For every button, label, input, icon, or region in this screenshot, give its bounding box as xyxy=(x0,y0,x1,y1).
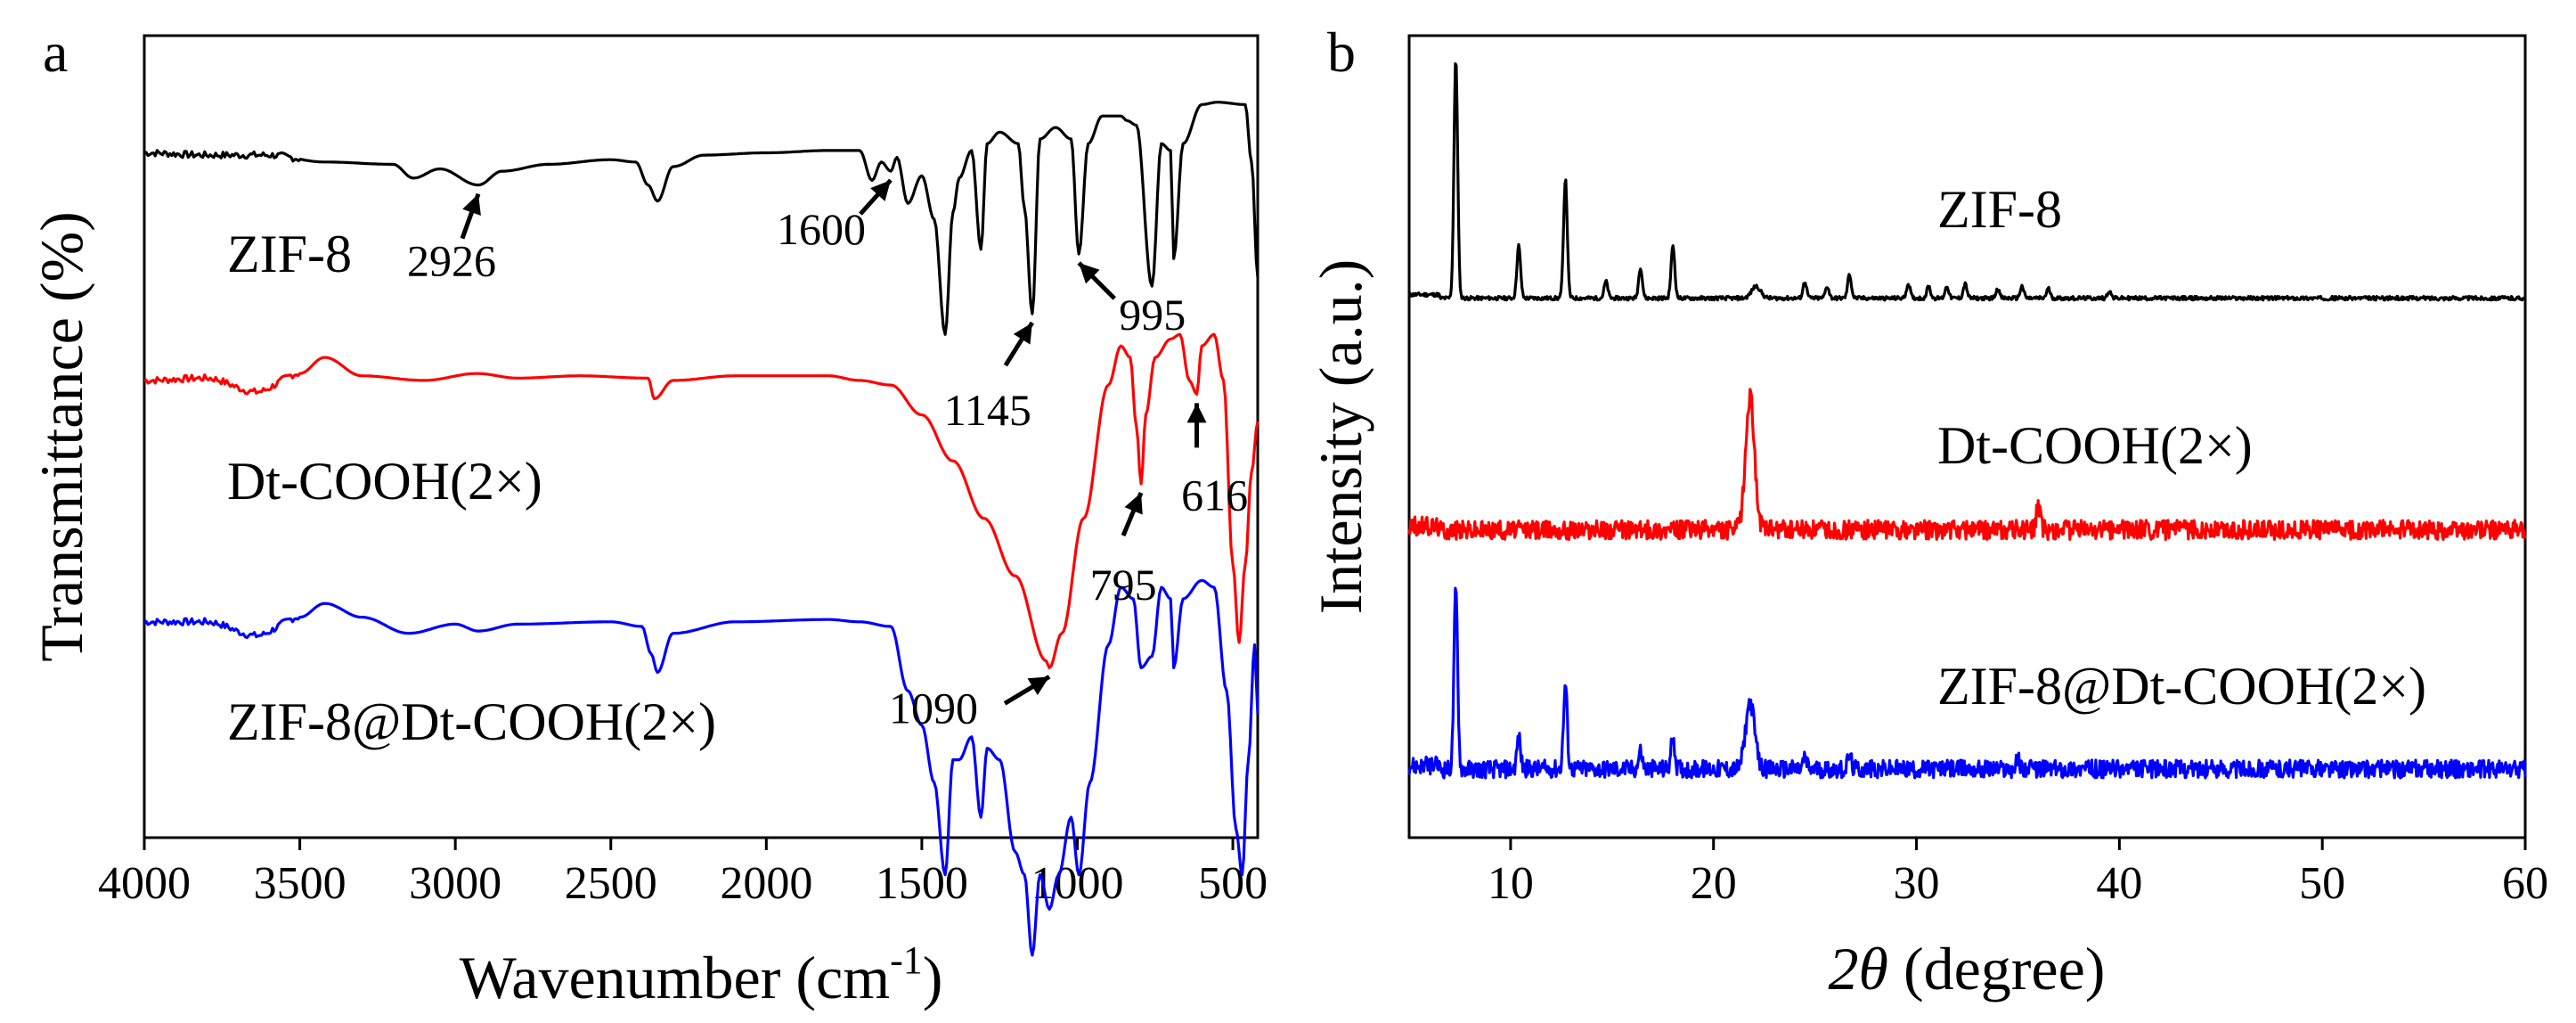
a-series-label-dt-cooh: Dt-COOH(2×) xyxy=(227,452,542,511)
a-trace-zif-8 xyxy=(143,101,1259,336)
panel-a: a 4000 3500 3000 2500 2000 1500 1000 500 292616… xyxy=(28,20,1268,1011)
b-x-tick-label: 10 xyxy=(1488,858,1534,909)
annotation-label-1090: 1090 xyxy=(889,683,978,732)
annotation-arrowhead xyxy=(870,180,891,201)
a-x-tick-label: 4000 xyxy=(98,858,191,909)
b-series-label-zif8-dt-cooh: ZIF-8@Dt-COOH(2×) xyxy=(1937,657,2426,716)
annotation-label-616: 616 xyxy=(1181,470,1248,520)
b-x-tick-label: 60 xyxy=(2502,858,2548,909)
annotation-arrowhead xyxy=(1013,323,1032,345)
panel-b-label: b xyxy=(1327,20,1356,84)
panel-a-x-axis-label: Wavenumber (cm-1) xyxy=(460,938,943,1011)
a-trace-dt-cooh-2- xyxy=(143,332,1259,669)
b-x-tick-label: 40 xyxy=(2096,858,2142,909)
b-x-tick-label: 30 xyxy=(1894,858,1940,909)
a-x-tick-label: 500 xyxy=(1198,858,1268,909)
annotation-arrowhead xyxy=(1186,403,1207,423)
a-x-tick-label: 3000 xyxy=(409,858,501,909)
annotation-label-795: 795 xyxy=(1090,560,1157,610)
panel-a-y-axis-label: Transmittance (%) xyxy=(28,211,95,661)
panel-b: b 10 20 30 40 50 60 ZIF-8 Dt-COOH(2×) ZIF-8@D… xyxy=(1307,20,2548,1003)
a-x-tick-label: 2500 xyxy=(565,858,657,909)
b-trace-zif-8-dt-cooh-2- xyxy=(1407,586,2527,780)
annotation-label-1600: 1600 xyxy=(777,204,866,254)
panel-b-x-ticks: 10 20 30 40 50 60 xyxy=(1488,838,2548,909)
annotation-label-995: 995 xyxy=(1119,290,1186,340)
b-x-tick-label: 50 xyxy=(2299,858,2345,909)
a-x-tick-label: 3500 xyxy=(254,858,346,909)
b-trace-zif-8 xyxy=(1407,61,2527,302)
annotation-label-1145: 1145 xyxy=(944,385,1031,435)
panel-b-x-axis-label: 2θ (degree) xyxy=(1829,935,2106,1003)
annotation-arrowhead xyxy=(1027,676,1050,696)
a-x-tick-label: 1500 xyxy=(876,858,968,909)
annotation-arrowhead xyxy=(462,193,481,217)
b-trace-dt-cooh-2- xyxy=(1407,388,2527,541)
panel-a-label: a xyxy=(43,20,68,84)
panel-a-axes-frame xyxy=(143,34,1259,839)
b-series-label-dt-cooh: Dt-COOH(2×) xyxy=(1937,416,2253,475)
panel-b-traces xyxy=(1407,61,2527,780)
a-trace-zif-8-dt-cooh-2- xyxy=(143,578,1259,957)
annotation-label-2926: 2926 xyxy=(407,236,496,286)
panel-b-y-axis-label: Intensity (a.u.) xyxy=(1307,259,1374,614)
panel-a-x-ticks: 4000 3500 3000 2500 2000 1500 1000 500 xyxy=(98,838,1268,909)
panel-b-axes-frame xyxy=(1407,34,2527,839)
panel-a-annotations: 2926 1600 1145 995 1090 795 616 xyxy=(407,178,1248,732)
a-x-tick-label: 2000 xyxy=(720,858,812,909)
a-series-label-zif8: ZIF-8 xyxy=(227,225,352,283)
b-x-tick-label: 20 xyxy=(1691,858,1737,909)
b-series-label-zif8: ZIF-8 xyxy=(1937,180,2062,239)
annotation-arrowhead xyxy=(1124,493,1143,515)
annotation-arrowhead xyxy=(1079,263,1100,284)
panel-a-traces xyxy=(143,101,1259,957)
a-series-label-zif8-dt-cooh: ZIF-8@Dt-COOH(2×) xyxy=(227,692,716,751)
